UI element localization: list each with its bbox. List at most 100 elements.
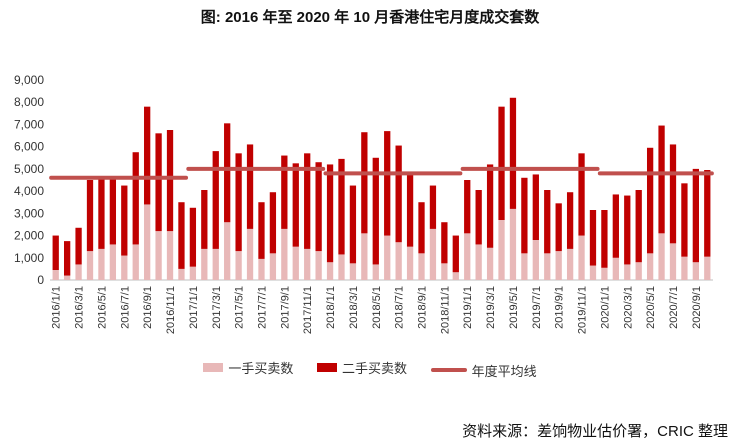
bar-primary: [86, 251, 94, 280]
bar-secondary: [464, 180, 471, 234]
bar-secondary: [635, 190, 642, 263]
bar-primary: [509, 208, 517, 280]
bar-secondary: [578, 153, 585, 236]
bar-secondary: [624, 195, 631, 265]
bar-secondary: [406, 174, 414, 247]
bar-primary: [281, 228, 288, 280]
bar-secondary: [452, 235, 459, 273]
bar-secondary: [292, 163, 299, 247]
y-tick-label: 6,000: [14, 140, 44, 154]
bar-primary: [669, 243, 677, 280]
x-tick-label: 2020/3/1: [622, 286, 634, 329]
y-tick-label: 0: [37, 273, 44, 287]
bar-secondary: [441, 222, 448, 264]
bar-primary: [52, 270, 59, 280]
bar-primary: [372, 264, 379, 280]
bar-secondary: [509, 97, 517, 209]
bar-secondary: [418, 202, 425, 254]
bar-secondary: [498, 106, 505, 220]
bar-secondary: [566, 192, 574, 249]
bar-secondary: [521, 177, 528, 254]
x-tick-label: 2016/3/1: [74, 286, 86, 329]
bar-secondary: [178, 202, 185, 269]
bar-primary: [452, 272, 459, 280]
bar-primary: [224, 222, 231, 280]
y-tick-label: 9,000: [14, 73, 44, 87]
x-tick-label: 2018/11/1: [439, 286, 451, 334]
x-tick-label: 2020/7/1: [668, 286, 680, 329]
bar-secondary: [555, 203, 562, 252]
bar-primary: [212, 248, 219, 280]
bar-secondary: [681, 183, 688, 257]
x-tick-label: 2018/9/1: [417, 286, 429, 329]
bar-secondary: [338, 158, 345, 255]
bar-secondary: [258, 202, 265, 259]
bar-primary: [178, 268, 185, 280]
bar-secondary: [669, 144, 677, 244]
bar-primary: [624, 264, 631, 280]
bar-primary: [384, 235, 391, 280]
bar-secondary: [235, 153, 242, 252]
bar-primary: [315, 251, 322, 280]
bar-primary: [292, 246, 299, 280]
bar-secondary: [212, 151, 219, 249]
legend-swatch-average: [430, 368, 467, 372]
bar-secondary: [109, 178, 117, 245]
x-tick-label: 2019/9/1: [554, 286, 566, 329]
x-tick-label: 2018/5/1: [371, 286, 383, 329]
bar-primary: [64, 275, 71, 280]
x-tick-label: 2017/7/1: [256, 286, 268, 329]
x-tick-label: 2017/9/1: [279, 286, 291, 329]
x-tick-label: 2017/1/1: [188, 286, 200, 329]
bar-primary: [361, 233, 368, 280]
bar-primary: [578, 235, 585, 280]
bar-secondary: [486, 164, 494, 248]
x-tick-label: 2017/5/1: [234, 286, 246, 329]
y-tick-label: 3,000: [14, 206, 44, 220]
bar-secondary: [326, 164, 334, 263]
bar-primary: [246, 228, 254, 280]
x-tick-label: 2020/5/1: [645, 286, 657, 329]
bar-primary: [704, 256, 711, 280]
bar-secondary: [646, 147, 654, 254]
bar-secondary: [372, 157, 379, 265]
bar-primary: [269, 253, 277, 280]
legend-swatch-secondary: [316, 363, 337, 372]
x-tick-label: 2016/5/1: [96, 286, 108, 329]
chart-title: 图: 2016 年至 2020 年 10 月香港住宅月度成交套数: [200, 9, 540, 26]
bar-secondary: [544, 190, 551, 254]
bar-secondary: [86, 180, 94, 252]
bar-primary: [612, 257, 619, 280]
bar-secondary: [304, 153, 311, 249]
y-tick-label: 8,000: [14, 95, 44, 109]
x-tick-label: 2018/7/1: [394, 286, 406, 329]
bar-secondary: [224, 123, 231, 223]
bar-primary: [681, 256, 688, 280]
legend-item-average: 年度平均线: [430, 361, 537, 380]
bar-secondary: [246, 144, 254, 229]
bar-primary: [189, 266, 197, 280]
bar-primary: [109, 244, 117, 280]
bar-secondary: [155, 133, 162, 232]
bar-secondary: [384, 131, 391, 236]
y-tick-label: 7,000: [14, 117, 44, 131]
bar-secondary: [166, 130, 174, 232]
bar-primary: [429, 228, 437, 280]
source-note: 资料来源：差饷物业估价署，CRIC 整理: [462, 423, 728, 440]
bar-primary: [75, 264, 82, 280]
bar-primary: [441, 263, 448, 280]
bar-secondary: [589, 210, 597, 266]
x-tick-label: 2019/7/1: [531, 286, 543, 329]
bar-secondary: [361, 132, 368, 234]
bar-secondary: [52, 235, 59, 270]
bar-primary: [235, 251, 242, 280]
bar-primary: [486, 247, 494, 280]
x-tick-label: 2018/3/1: [348, 286, 360, 329]
y-tick-label: 2,000: [14, 229, 44, 243]
x-tick-label: 2019/1/1: [462, 286, 474, 329]
bar-secondary: [144, 106, 151, 205]
bar-secondary: [658, 125, 665, 234]
bar-primary: [544, 253, 551, 280]
bar-primary: [589, 265, 597, 280]
bar-primary: [475, 244, 482, 280]
